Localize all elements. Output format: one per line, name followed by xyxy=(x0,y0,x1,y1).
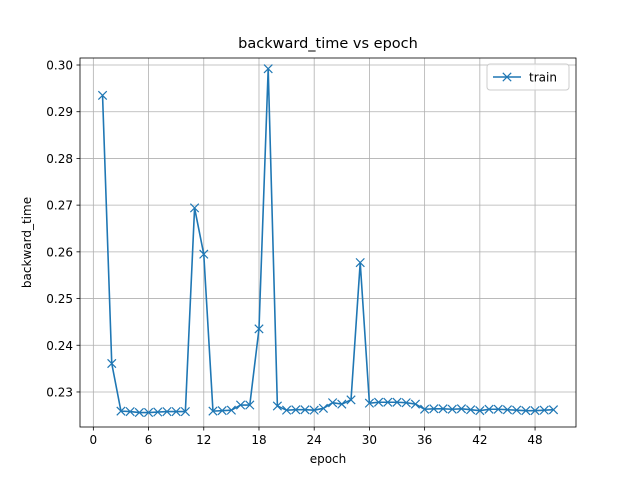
data-point-marker xyxy=(291,405,301,415)
data-point-marker xyxy=(309,405,319,415)
data-point-marker xyxy=(521,406,531,416)
data-point-marker xyxy=(153,407,163,417)
legend-marker-train xyxy=(502,72,512,82)
data-point-marker xyxy=(143,407,154,418)
data-point-marker xyxy=(97,90,108,100)
y-tick-label: 0.29 xyxy=(46,105,73,119)
data-point-marker xyxy=(327,398,338,408)
series-layer xyxy=(97,64,559,418)
y-tick-label: 0.28 xyxy=(46,152,73,166)
data-point-marker xyxy=(410,399,421,409)
data-point-marker xyxy=(281,405,292,415)
data-point-marker xyxy=(512,405,522,415)
data-point-marker xyxy=(355,257,365,268)
data-point-marker xyxy=(171,406,181,417)
x-tick-label: 6 xyxy=(145,433,153,447)
legend-box xyxy=(486,63,570,91)
data-point-marker xyxy=(318,403,329,413)
chart-title: backward_time vs epoch xyxy=(238,36,418,52)
data-point-marker xyxy=(429,404,439,414)
data-point-marker xyxy=(254,324,264,334)
data-point-marker xyxy=(419,404,430,414)
x-tick-label: 30 xyxy=(362,433,377,447)
y-tick-label: 0.30 xyxy=(46,59,73,73)
plot-frame xyxy=(79,57,577,428)
data-point-marker xyxy=(466,405,476,415)
legend-marker-glyph xyxy=(502,72,512,82)
data-point-marker xyxy=(364,398,375,408)
x-tick-label: 18 xyxy=(251,433,266,447)
data-point-marker xyxy=(392,397,402,407)
data-point-marker xyxy=(548,405,559,415)
data-point-marker xyxy=(134,407,144,418)
x-tick-label: 0 xyxy=(90,433,98,447)
data-point-marker xyxy=(245,400,255,410)
data-point-marker xyxy=(125,406,135,417)
data-point-marker xyxy=(438,404,448,414)
data-point-marker xyxy=(447,404,457,414)
data-point-marker xyxy=(272,401,283,411)
data-point-marker xyxy=(208,406,218,416)
data-point-marker xyxy=(502,405,513,415)
x-tick-label: 24 xyxy=(307,433,322,447)
data-point-marker xyxy=(162,406,172,417)
y-tick-label: 0.25 xyxy=(46,292,73,306)
legend-label-train: train xyxy=(529,71,557,85)
y-tick-label: 0.24 xyxy=(46,339,73,353)
x-axis-label: epoch xyxy=(310,452,347,466)
x-tick-label: 48 xyxy=(527,433,542,447)
data-point-marker xyxy=(199,249,209,259)
data-point-marker xyxy=(539,405,549,415)
y-axis-label: backward_time xyxy=(20,197,34,288)
data-point-marker xyxy=(346,395,356,405)
data-point-marker xyxy=(263,64,273,74)
legend: train xyxy=(486,63,570,91)
data-point-marker xyxy=(493,404,503,414)
data-point-marker xyxy=(217,406,227,416)
x-tick-label: 12 xyxy=(196,433,211,447)
data-point-marker xyxy=(456,404,467,414)
data-point-marker xyxy=(484,404,494,414)
data-point-marker xyxy=(189,203,200,213)
data-point-marker xyxy=(300,405,310,415)
data-point-marker xyxy=(401,398,411,408)
data-point-marker xyxy=(383,397,393,407)
grid-layer xyxy=(80,58,576,427)
data-point-marker xyxy=(337,399,347,409)
data-point-marker xyxy=(475,406,485,416)
data-point-marker xyxy=(180,406,190,417)
data-point-marker xyxy=(116,406,126,416)
y-tick-label: 0.23 xyxy=(46,385,73,399)
tick-layer: 0 6 12 18 24 30 36 42 48 0.23 0.24 0.25 0.26 0.27 0.28… xyxy=(46,59,542,447)
y-tick-label: 0.27 xyxy=(46,199,73,213)
x-tick-label: 42 xyxy=(472,433,487,447)
series-line-train xyxy=(101,67,554,414)
data-point-marker xyxy=(226,405,237,415)
data-point-marker xyxy=(107,358,117,369)
data-point-marker xyxy=(530,406,540,416)
data-point-marker xyxy=(373,397,384,407)
y-tick-label: 0.26 xyxy=(46,245,73,259)
data-point-marker xyxy=(235,400,246,410)
x-tick-label: 36 xyxy=(417,433,432,447)
